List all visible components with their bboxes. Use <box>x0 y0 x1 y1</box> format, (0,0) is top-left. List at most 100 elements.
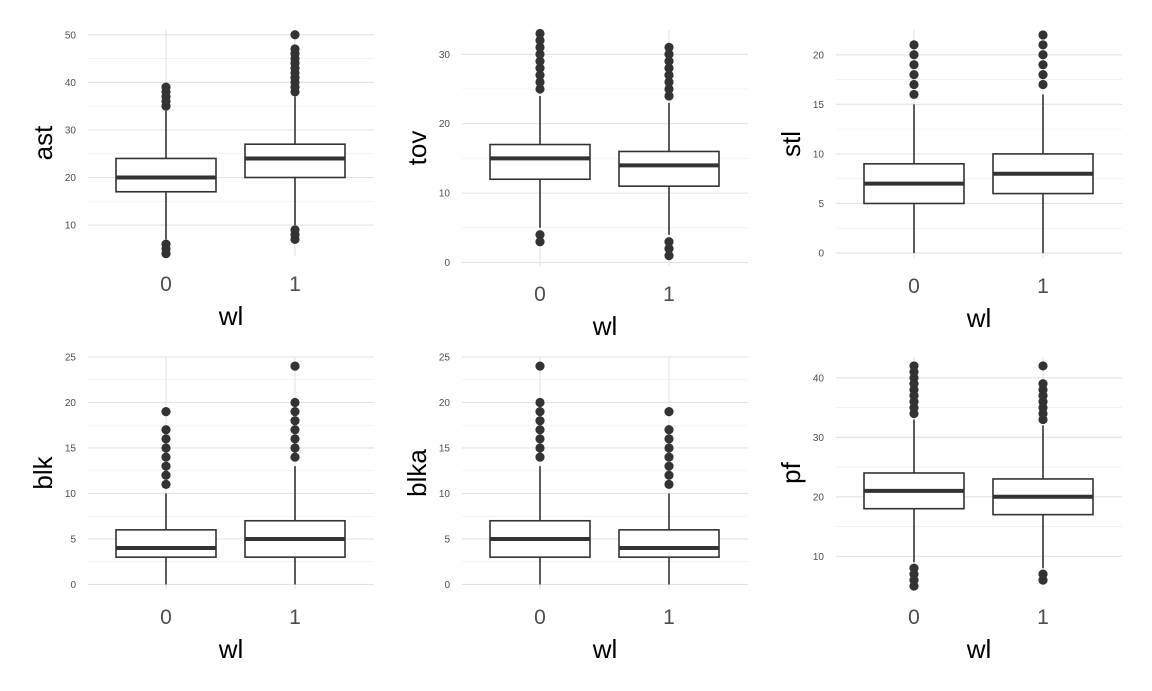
outlier-point <box>535 237 545 247</box>
outlier-point <box>1038 30 1048 40</box>
outlier-point <box>290 225 300 235</box>
iqr-box <box>244 143 346 179</box>
outlier-point <box>161 406 171 417</box>
y-axis-title: blka <box>402 449 432 497</box>
panel-pf: 10 20 30 40 0 1 wl pf <box>776 357 1122 664</box>
outlier-point <box>535 35 545 46</box>
outlier-point <box>664 470 674 480</box>
outlier-point <box>161 425 171 435</box>
box-0 <box>489 28 591 247</box>
outlier-point <box>664 49 674 59</box>
outlier-point <box>909 361 919 371</box>
outlier-point <box>290 443 300 453</box>
y-tick-label: 20 <box>439 119 451 130</box>
y-axis-title: stl <box>776 131 806 157</box>
x-tick-label: 1 <box>289 606 301 629</box>
iqr-box <box>115 529 217 558</box>
y-tick-label: 25 <box>439 353 451 364</box>
outlier-point <box>664 91 674 101</box>
y-tick-label: 30 <box>65 125 77 136</box>
outlier-point <box>290 452 300 462</box>
iqr-box <box>618 150 720 187</box>
y-axis-title: pf <box>776 461 806 483</box>
outlier-point <box>161 479 171 489</box>
outlier-point <box>290 416 300 426</box>
y-tick-label: 15 <box>439 443 451 454</box>
y-tick-label: 40 <box>813 373 825 384</box>
outlier-point <box>161 443 171 453</box>
outlier-point <box>909 79 919 90</box>
y-tick-label: 5 <box>70 534 76 545</box>
outlier-point <box>535 28 545 39</box>
y-tick-label: 50 <box>65 30 77 41</box>
y-tick-label: 40 <box>65 78 77 89</box>
y-tick-label: 10 <box>439 489 451 500</box>
outlier-point <box>664 434 674 444</box>
y-tick-label: 0 <box>444 258 450 269</box>
outlier-point <box>535 77 545 87</box>
x-axis-title: wl <box>966 303 992 333</box>
outlier-point <box>290 406 300 417</box>
outlier-point <box>664 237 674 247</box>
outlier-point <box>664 42 674 52</box>
y-axis-title: ast <box>28 125 58 160</box>
outlier-point <box>161 452 171 462</box>
outlier-point <box>161 461 171 471</box>
x-tick-label: 0 <box>160 606 172 629</box>
outlier-point <box>909 60 919 70</box>
y-axis-title: tov <box>402 131 432 166</box>
y-tick-label: 10 <box>65 221 77 232</box>
box-1 <box>244 361 346 585</box>
box-0 <box>863 40 965 254</box>
y-tick-label: 10 <box>813 552 825 563</box>
y-tick-label: 10 <box>65 489 77 500</box>
outlier-point <box>664 250 674 261</box>
outlier-point <box>1038 361 1048 371</box>
outlier-point <box>664 56 674 66</box>
outlier-point <box>1038 70 1048 80</box>
box-0 <box>489 361 591 585</box>
y-tick-label: 20 <box>813 492 825 503</box>
y-tick-label: 15 <box>813 100 825 111</box>
y-tick-label: 20 <box>65 398 77 409</box>
outlier-point <box>535 397 545 408</box>
outlier-point <box>535 416 545 426</box>
outlier-point <box>535 230 545 240</box>
box-0 <box>115 406 217 585</box>
outlier-point <box>290 30 300 40</box>
outlier-point <box>909 70 919 80</box>
x-axis-title: wl <box>966 634 992 664</box>
outlier-point <box>664 70 674 80</box>
outlier-point <box>1038 569 1048 579</box>
outlier-point <box>664 244 674 254</box>
box-1 <box>618 406 720 585</box>
panel-stl: 0 5 10 15 20 0 1 wl stl <box>776 30 1122 333</box>
y-tick-label: 20 <box>813 50 825 61</box>
panel-blka: 0 5 10 15 20 25 0 1 wl blka <box>402 353 748 664</box>
y-tick-label: 0 <box>444 580 450 591</box>
x-tick-label: 0 <box>908 275 920 298</box>
x-axis-title: wl <box>218 634 244 664</box>
x-tick-label: 0 <box>908 606 920 629</box>
x-axis-title: wl <box>218 301 244 331</box>
y-tick-label: 20 <box>439 398 451 409</box>
panel-tov: 0 10 20 30 0 1 wl tov <box>402 28 748 341</box>
outlier-point <box>535 84 545 94</box>
y-tick-label: 0 <box>818 249 824 260</box>
outlier-point <box>535 70 545 80</box>
outlier-point <box>664 406 674 417</box>
outlier-point <box>535 452 545 462</box>
outlier-point <box>664 425 674 435</box>
outlier-point <box>161 470 171 480</box>
outlier-point <box>1038 50 1048 60</box>
outlier-point <box>664 77 674 87</box>
x-tick-label: 1 <box>1037 606 1049 629</box>
outlier-point <box>290 44 300 54</box>
outlier-point <box>664 63 674 73</box>
outlier-point <box>535 49 545 59</box>
box-1 <box>992 361 1094 585</box>
y-axis-title: blk <box>28 455 58 489</box>
x-axis-title: wl <box>592 311 618 341</box>
outlier-point <box>535 42 545 52</box>
y-tick-label: 5 <box>444 534 450 545</box>
